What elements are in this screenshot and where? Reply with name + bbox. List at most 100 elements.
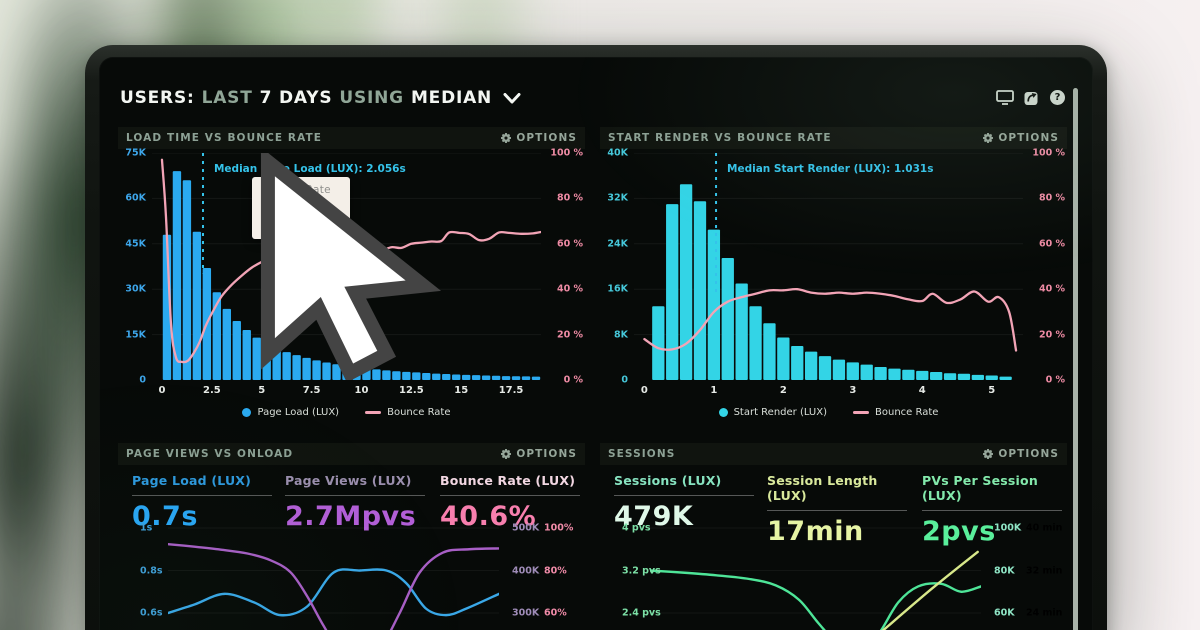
x-axis-tick: 5: [988, 385, 996, 396]
start-render-chart: [634, 153, 1023, 380]
laptop-bezel: USERS: LAST 7 DAYS USING MEDIAN: [85, 45, 1107, 630]
gear-icon: [501, 133, 512, 143]
header-last: LAST: [201, 88, 253, 108]
panel-page-views-vs-onload: PAGE VIEWS VS ONLOAD OPTIONS Page Load (…: [118, 443, 585, 630]
y-axis-tick: 0 %: [1045, 374, 1065, 386]
display-icon[interactable]: [996, 89, 1014, 105]
header-icons: ?: [996, 89, 1065, 105]
mini-axis-label-right: 60K 24 min: [994, 608, 1062, 619]
metric-label: Page Views (LUX): [285, 473, 412, 488]
legend-item-bounce-rate[interactable]: Bounce Rate: [853, 407, 938, 418]
panel-start-render-vs-bounce-rate: START RENDER VS BOUNCE RATE OPTIONS 40K 3…: [600, 127, 1067, 429]
x-axis-tick: 15: [454, 385, 469, 396]
mini-axis-value: 100%: [544, 522, 574, 534]
x-axis-tick: 0: [158, 385, 166, 396]
share-icon[interactable]: [1024, 89, 1040, 105]
metric-label: PVs Per Session (LUX): [922, 473, 1038, 503]
metric-value: 40.6%: [440, 501, 537, 532]
gear-icon: [501, 449, 512, 459]
options-button[interactable]: OPTIONS: [501, 132, 577, 144]
y-axis-left: 40K 32K 24K 16K 8K 0: [600, 148, 634, 386]
chevron-down-icon[interactable]: [503, 92, 521, 104]
y-axis-tick: 60 %: [1038, 238, 1065, 250]
legend-dot-icon: [242, 408, 252, 417]
page-views-sparkline[interactable]: 1s 0.8s 0.6s 500K 100% 400K 80% 300K 60%: [118, 521, 585, 630]
options-button[interactable]: OPTIONS: [983, 448, 1059, 460]
y-axis-tick: 30K: [125, 283, 146, 295]
mini-axis-value: 40 min: [1026, 522, 1063, 534]
options-label: OPTIONS: [998, 448, 1059, 460]
x-axis-tick: 10: [354, 385, 369, 396]
x-axis-tick: 17.5: [498, 385, 524, 396]
mini-axis-label-right: 400K 80%: [512, 565, 567, 576]
mini-axis-label-left: 4 pvs: [622, 522, 651, 534]
panel-title-bar: PAGE VIEWS VS ONLOAD OPTIONS: [118, 443, 585, 465]
header-users: USERS:: [120, 88, 195, 108]
dashboard-screen: USERS: LAST 7 DAYS USING MEDIAN: [99, 57, 1093, 630]
mini-axis-value: 60%: [544, 607, 567, 619]
legend-item-bounce-rate[interactable]: Bounce Rate: [365, 407, 451, 418]
y-axis-right: 100 % 80 % 60 % 40 % 20 % 0 %: [1023, 148, 1067, 386]
y-axis-tick: 80 %: [1038, 192, 1065, 204]
y-axis-tick: 15K: [125, 329, 146, 341]
vertical-scrollbar[interactable]: [1073, 88, 1078, 630]
metric-pvs-per-session: PVs Per Session (LUX) 2pvs: [922, 473, 1072, 547]
help-icon[interactable]: ?: [1050, 89, 1065, 105]
mini-axis-label-right: 500K 100%: [512, 523, 573, 534]
y-axis-right: 100 % 80 % 60 % 40 % 20 % 0 %: [541, 148, 585, 386]
mini-axis-label-left: 0.8s: [140, 565, 163, 576]
legend-label: Bounce Rate: [875, 407, 939, 418]
metric-bounce-rate: Bounce Rate (LUX) 40.6%: [440, 473, 590, 532]
x-axis-tick: 5: [258, 385, 266, 396]
options-button[interactable]: OPTIONS: [501, 448, 577, 460]
y-axis-tick: 75K: [125, 147, 146, 159]
mini-axis-label-left: 0.6s: [140, 607, 163, 619]
x-axis-tick: 2: [779, 385, 787, 396]
legend-line-icon: [365, 411, 382, 414]
x-axis-tick: 7.5: [302, 385, 321, 396]
y-axis-tick: 0 %: [563, 374, 583, 386]
mini-axis-value: 32 min: [1026, 565, 1063, 576]
panel-load-time-vs-bounce-rate: LOAD TIME VS BOUNCE RATE OPTIONS 75K 60K 4…: [118, 127, 585, 429]
y-axis-tick: 40K: [607, 147, 628, 159]
options-button[interactable]: OPTIONS: [983, 132, 1059, 144]
metric-label: Sessions (LUX): [614, 473, 722, 488]
legend: Start Render (LUX) Bounce Rate: [634, 407, 1023, 418]
chart-area: 40K 32K 24K 16K 8K 0 Median Start Render (LUX…: [600, 148, 1067, 386]
y-axis-tick: 8K: [614, 329, 628, 341]
panel-title: START RENDER VS BOUNCE RATE: [608, 132, 832, 144]
y-axis-tick: 45K: [125, 238, 146, 250]
header-using: USING: [339, 88, 404, 108]
legend-item-start-render[interactable]: Start Render (LUX): [718, 407, 827, 418]
load-time-plot[interactable]: Median Page Load (LUX): 2.056s Bounce Ra…: [152, 153, 541, 380]
median-annotation: Median Start Render (LUX): 1.031s: [727, 163, 934, 175]
mini-axis-label-right: 300K 60%: [512, 608, 567, 619]
sessions-sparkline[interactable]: 4 pvs 3.2 pvs 2.4 pvs 100K 40 min 80K 32 min 60…: [600, 521, 1067, 630]
metric-sessions: Sessions (LUX) 479K: [614, 473, 764, 532]
x-axis-tick: 4: [918, 385, 926, 396]
mini-axis-label-left: 3.2 pvs: [622, 565, 661, 576]
gear-icon: [983, 449, 994, 459]
x-axis-tick: 3: [849, 385, 857, 396]
legend-item-page-load[interactable]: Page Load (LUX): [242, 407, 339, 418]
sparkline-chart: [168, 527, 499, 630]
y-axis-tick: 100 %: [550, 147, 583, 159]
y-axis-tick: 80 %: [556, 192, 583, 204]
metric-page-views: Page Views (LUX) 2.7Mpvs: [285, 473, 435, 532]
metric-underline: [440, 495, 580, 496]
metric-value: 2.7Mpvs: [285, 501, 417, 532]
metric-underline: [285, 495, 425, 496]
metric-underline: [922, 510, 1062, 511]
y-axis-tick: 0: [621, 374, 628, 386]
x-axis-tick: 1: [710, 385, 718, 396]
mini-axis-label-left: 1s: [140, 522, 153, 534]
options-label: OPTIONS: [998, 132, 1059, 144]
legend-line-icon: [853, 411, 869, 414]
start-render-plot[interactable]: Median Start Render (LUX): 1.031s: [634, 153, 1023, 380]
options-label: OPTIONS: [516, 132, 577, 144]
legend-dot-icon: [718, 408, 728, 417]
sparkline-chart: [650, 527, 981, 630]
y-axis-tick: 60 %: [556, 238, 583, 250]
metric-label: Page Load (LUX): [132, 473, 252, 488]
